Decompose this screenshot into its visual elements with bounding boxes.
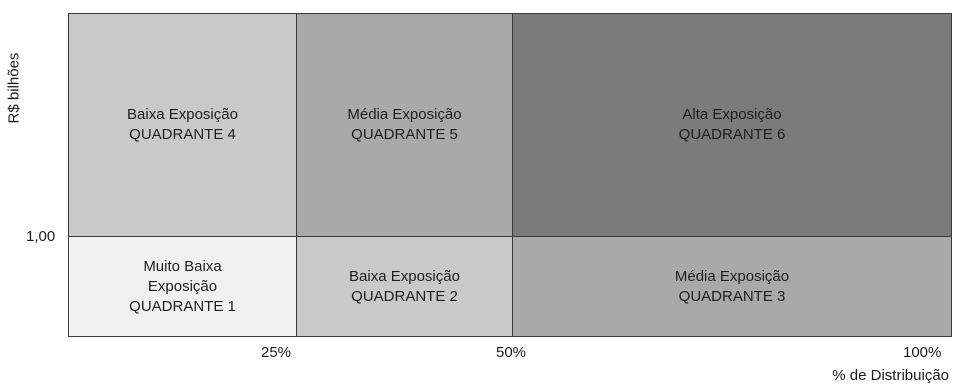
quadrant-2: Baixa Exposição QUADRANTE 2: [297, 237, 513, 336]
quadrant-1-line-2: Exposição: [147, 277, 218, 295]
quadrant-5: Média Exposição QUADRANTE 5: [297, 14, 513, 237]
quadrant-3: Média Exposição QUADRANTE 3: [513, 237, 951, 336]
y-axis-title: R$ bilhões: [4, 53, 24, 124]
quadrant-6-line-2: QUADRANTE 6: [678, 126, 786, 143]
quadrant-3-line-2: QUADRANTE 3: [678, 287, 786, 305]
x-axis-tick-100: 100%: [903, 344, 942, 361]
quadrant-4-line-1: Baixa Exposição: [127, 106, 238, 123]
quadrant-3-line-1: Média Exposição: [674, 267, 790, 285]
x-axis-tick-25: 25%: [261, 344, 292, 361]
quadrant-6-line-1: Alta Exposição: [682, 106, 782, 123]
quadrant-4: Baixa Exposição QUADRANTE 4: [69, 14, 297, 237]
quadrant-2-line-2: QUADRANTE 2: [351, 287, 458, 305]
quadrant-2-line-1: Baixa Exposição: [349, 267, 460, 285]
quadrant-5-line-1: Média Exposição: [347, 106, 462, 123]
x-axis-tick-50: 50%: [496, 344, 527, 361]
exposure-matrix: Baixa Exposição QUADRANTE 4 Média Exposi…: [68, 13, 952, 337]
quadrant-1: Muito Baixa Exposição QUADRANTE 1: [69, 237, 297, 336]
quadrant-4-line-2: QUADRANTE 4: [129, 126, 236, 143]
quadrant-5-line-2: QUADRANTE 5: [351, 126, 458, 143]
y-axis-tick-1-00: 1,00: [26, 228, 56, 245]
quadrant-6: Alta Exposição QUADRANTE 6: [513, 14, 951, 237]
quadrant-1-line-1: Muito Baixa: [143, 257, 222, 275]
quadrant-1-line-3: QUADRANTE 1: [129, 297, 236, 315]
x-axis-title: % de Distribuição: [832, 367, 949, 384]
y-axis-title-text: R$ bilhões: [5, 52, 23, 124]
